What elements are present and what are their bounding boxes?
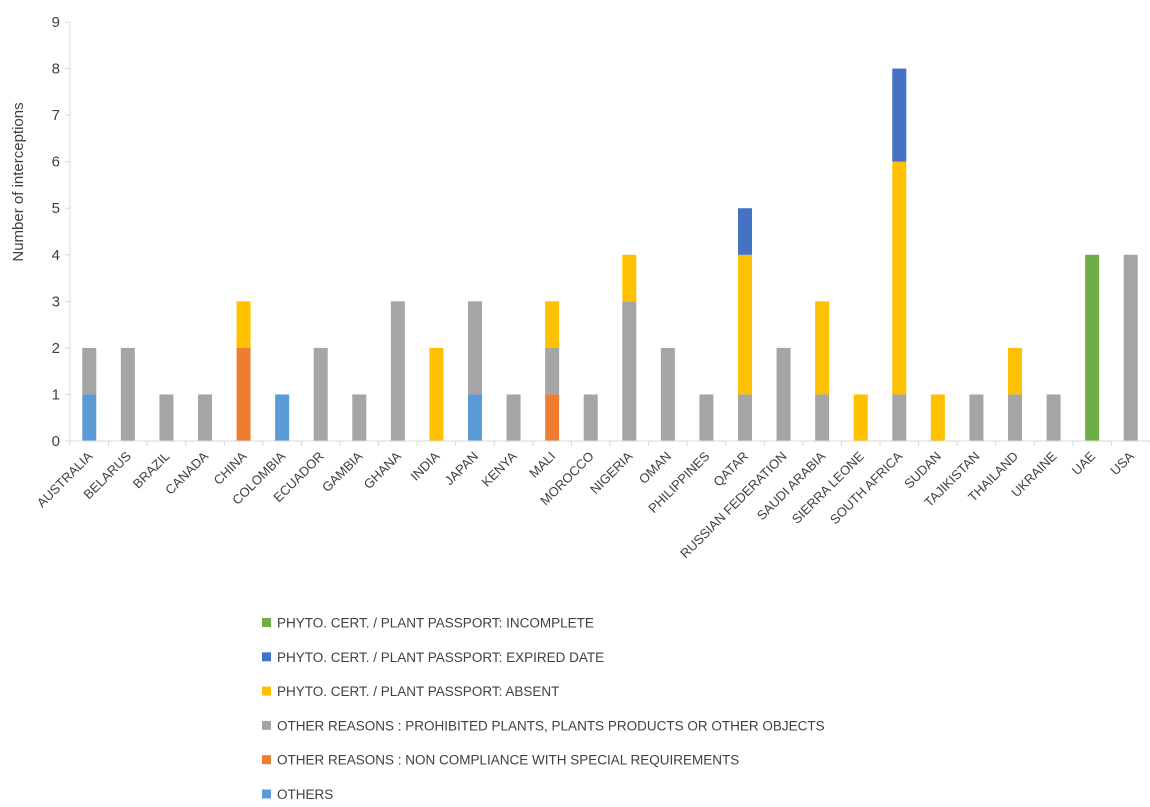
bar-canada-other-reasons-prohibited-plants-plants-products-or-other-objects bbox=[198, 394, 212, 441]
bar-japan-others bbox=[468, 394, 482, 441]
legend-label-other-reasons-prohibited-plants-plants-products-or-other-objects: OTHER REASONS : PROHIBITED PLANTS, PLANT… bbox=[277, 718, 825, 733]
legend-label-phyto-cert-plant-passport-expired-date: PHYTO. CERT. / PLANT PASSPORT: EXPIRED D… bbox=[277, 650, 604, 665]
bar-australia-other-reasons-prohibited-plants-plants-products-or-other-objects bbox=[82, 347, 97, 395]
y-axis-ticks: 0 1 2 3 4 5 6 7 8 9 bbox=[52, 14, 70, 450]
bar-belarus-other-reasons-prohibited-plants-plants-products-or-other-objects bbox=[120, 347, 135, 441]
bar-russian-federation-other-reasons-prohibited-plants-plants-products-or-other-objects bbox=[776, 347, 791, 441]
y-axis-title: Number of interceptions bbox=[10, 102, 27, 261]
x-tick-label-gambia: GAMBIA bbox=[319, 448, 366, 495]
bar-ecuador-other-reasons-prohibited-plants-plants-products-or-other-objects bbox=[313, 347, 328, 441]
bar-gambia-other-reasons-prohibited-plants-plants-products-or-other-objects bbox=[352, 394, 367, 441]
bar-mali-other-reasons-prohibited-plants-plants-products-or-other-objects bbox=[545, 347, 560, 395]
bar-usa-other-reasons-prohibited-plants-plants-products-or-other-objects bbox=[1123, 254, 1138, 441]
bar-saudi-arabia-other-reasons-prohibited-plants-plants-products-or-other-objects bbox=[815, 394, 830, 441]
bar-qatar-other-reasons-prohibited-plants-plants-products-or-other-objects bbox=[738, 394, 752, 441]
legend-swatch-phyto-cert-plant-passport-absent bbox=[262, 686, 271, 696]
y-tick-label: 0 bbox=[52, 433, 60, 450]
y-tick-label: 2 bbox=[52, 340, 60, 357]
bar-thailand-other-reasons-prohibited-plants-plants-products-or-other-objects bbox=[1008, 394, 1022, 441]
x-tick-label-japan: JAPAN bbox=[442, 449, 482, 489]
x-tick-label-australia: AUSTRALIA bbox=[34, 448, 96, 510]
bar-qatar-phyto-cert-plant-passport-expired-date bbox=[738, 208, 752, 255]
legend-swatch-phyto-cert-plant-passport-incomplete bbox=[262, 618, 271, 627]
bar-nigeria-other-reasons-prohibited-plants-plants-products-or-other-objects bbox=[622, 301, 637, 441]
x-tick-label-kenya: KENYA bbox=[479, 448, 520, 489]
bar-sierra-leone-phyto-cert-plant-passport-absent bbox=[853, 394, 868, 441]
x-tick-label-saudi-arabia: SAUDI ARABIA bbox=[754, 448, 829, 523]
bar-south-africa-other-reasons-prohibited-plants-plants-products-or-other-objects bbox=[892, 394, 907, 441]
legend-label-phyto-cert-plant-passport-incomplete: PHYTO. CERT. / PLANT PASSPORT: INCOMPLET… bbox=[277, 616, 594, 631]
y-axis-title-group: Number of interceptions bbox=[10, 102, 27, 261]
bar-china-other-reasons-non-compliance-with-special-requirements bbox=[236, 347, 251, 441]
bar-sudan-phyto-cert-plant-passport-absent bbox=[930, 394, 945, 441]
bar-oman-other-reasons-prohibited-plants-plants-products-or-other-objects bbox=[660, 347, 675, 441]
x-tick-label-nigeria: NIGERIA bbox=[587, 448, 636, 497]
x-tick-label-uae: UAE bbox=[1069, 448, 1099, 478]
bar-saudi-arabia-phyto-cert-plant-passport-absent bbox=[815, 301, 830, 395]
x-tick-label-ghana: GHANA bbox=[361, 448, 405, 492]
x-tick-label-south-africa: SOUTH AFRICA bbox=[827, 448, 906, 527]
bar-philippines-other-reasons-prohibited-plants-plants-products-or-other-objects bbox=[699, 394, 714, 441]
bar-qatar-phyto-cert-plant-passport-absent bbox=[738, 254, 752, 395]
x-tick-label-india: INDIA bbox=[407, 448, 442, 483]
legend-label-others: OTHERS bbox=[277, 787, 333, 802]
y-tick-label: 1 bbox=[52, 386, 60, 403]
bar-mali-phyto-cert-plant-passport-absent bbox=[545, 301, 560, 348]
y-tick-label: 8 bbox=[52, 61, 60, 78]
bar-ukraine-other-reasons-prohibited-plants-plants-products-or-other-objects bbox=[1046, 394, 1061, 441]
legend-swatch-other-reasons-non-compliance-with-special-requirements bbox=[262, 755, 271, 765]
y-tick-label: 4 bbox=[52, 247, 60, 264]
legend-label-other-reasons-non-compliance-with-special-requirements: OTHER REASONS : NON COMPLIANCE WITH SPEC… bbox=[277, 753, 739, 768]
x-tick-label-usa: USA bbox=[1107, 448, 1137, 478]
bar-colombia-others bbox=[275, 394, 290, 441]
bar-australia-others bbox=[82, 394, 97, 441]
bar-tajikistan-other-reasons-prohibited-plants-plants-products-or-other-objects bbox=[969, 394, 984, 441]
bar-uae-phyto-cert-plant-passport-incomplete bbox=[1085, 254, 1100, 441]
bar-kenya-other-reasons-prohibited-plants-plants-products-or-other-objects bbox=[506, 394, 521, 441]
bar-south-africa-phyto-cert-plant-passport-expired-date bbox=[892, 68, 907, 162]
bars bbox=[82, 68, 1138, 441]
bar-morocco-other-reasons-prohibited-plants-plants-products-or-other-objects bbox=[583, 394, 598, 441]
bar-nigeria-phyto-cert-plant-passport-absent bbox=[622, 254, 637, 302]
y-tick-label: 6 bbox=[52, 154, 60, 171]
bar-mali-other-reasons-non-compliance-with-special-requirements bbox=[545, 394, 560, 441]
axes bbox=[69, 22, 1150, 446]
x-tick-label-mali: MALI bbox=[526, 449, 558, 481]
bar-china-phyto-cert-plant-passport-absent bbox=[236, 301, 251, 348]
legend-swatch-other-reasons-prohibited-plants-plants-products-or-other-objects bbox=[262, 720, 271, 730]
x-tick-label-canada: CANADA bbox=[162, 448, 211, 497]
bar-india-phyto-cert-plant-passport-absent bbox=[429, 347, 444, 441]
legend: PHYTO. CERT. / PLANT PASSPORT: INCOMPLET… bbox=[262, 616, 825, 802]
bar-japan-other-reasons-prohibited-plants-plants-products-or-other-objects bbox=[468, 301, 482, 395]
y-tick-label: 5 bbox=[52, 200, 60, 217]
bar-brazil-other-reasons-prohibited-plants-plants-products-or-other-objects bbox=[159, 394, 174, 441]
y-tick-label: 7 bbox=[52, 107, 60, 124]
bar-ghana-other-reasons-prohibited-plants-plants-products-or-other-objects bbox=[390, 301, 405, 441]
legend-swatch-phyto-cert-plant-passport-expired-date bbox=[262, 652, 271, 662]
bar-south-africa-phyto-cert-plant-passport-absent bbox=[892, 161, 907, 395]
bar-thailand-phyto-cert-plant-passport-absent bbox=[1008, 347, 1022, 395]
legend-swatch-others bbox=[262, 789, 271, 799]
legend-label-phyto-cert-plant-passport-absent: PHYTO. CERT. / PLANT PASSPORT: ABSENT bbox=[277, 684, 559, 699]
y-tick-label: 9 bbox=[52, 14, 60, 31]
y-tick-label: 3 bbox=[52, 293, 60, 310]
